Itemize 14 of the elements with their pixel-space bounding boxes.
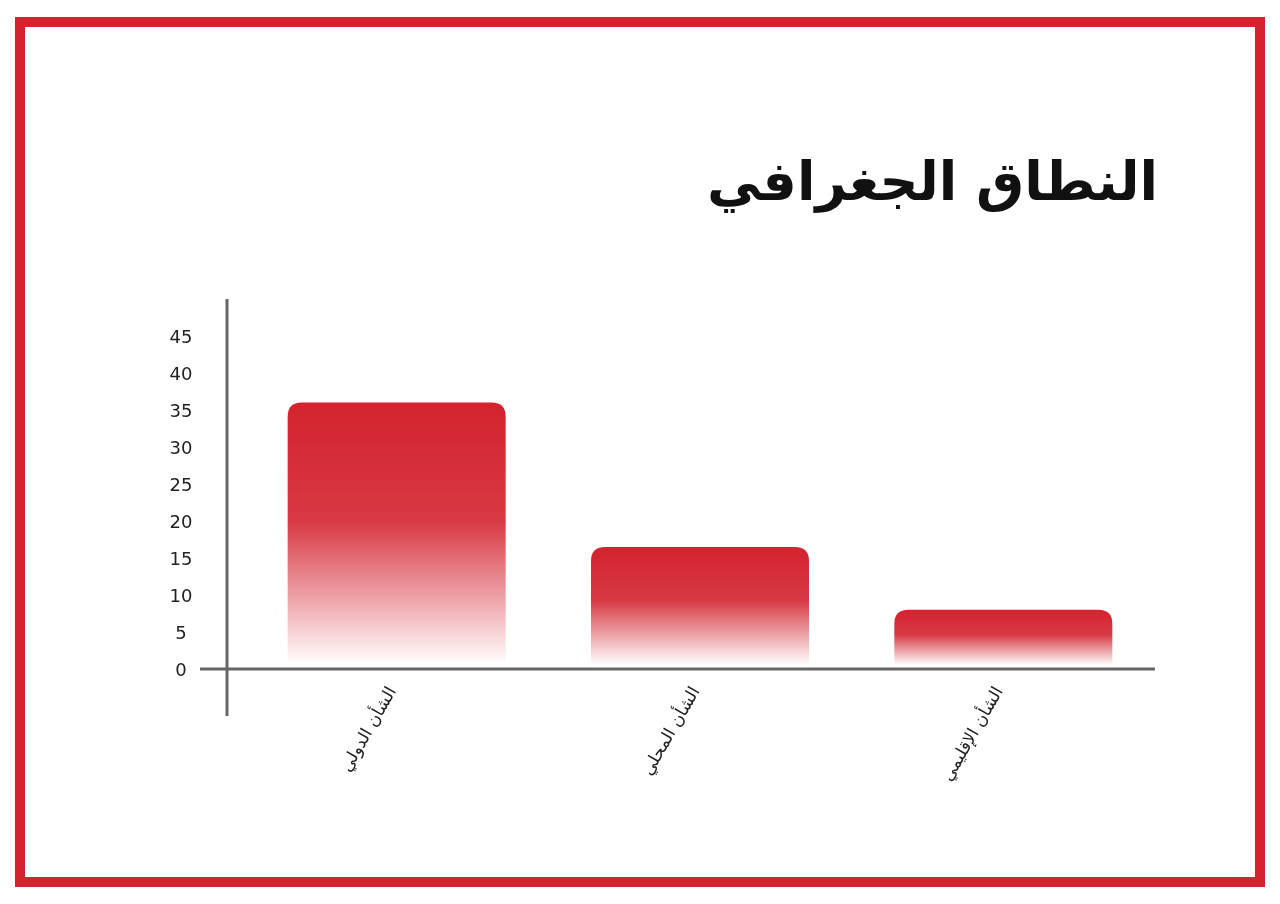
x-tick-label: الشأن الدولي xyxy=(333,682,401,776)
y-tick-label: 5 xyxy=(175,621,187,643)
y-tick-label: 15 xyxy=(169,547,193,569)
x-tick-label: الشأن الإقليمي xyxy=(935,682,1008,785)
chart-title: النطاق الجغرافي xyxy=(706,150,1158,213)
y-tick-label: 25 xyxy=(169,473,193,495)
y-tick-label: 40 xyxy=(169,362,193,384)
y-tick-label: 10 xyxy=(169,584,193,606)
y-tick-label: 45 xyxy=(169,325,193,347)
x-tick-label: الشأن المحلي xyxy=(635,682,705,779)
y-tick-label: 30 xyxy=(169,436,193,458)
y-tick-label: 20 xyxy=(169,510,193,532)
y-tick-label: 35 xyxy=(169,399,193,421)
y-tick-label: 0 xyxy=(175,658,187,680)
